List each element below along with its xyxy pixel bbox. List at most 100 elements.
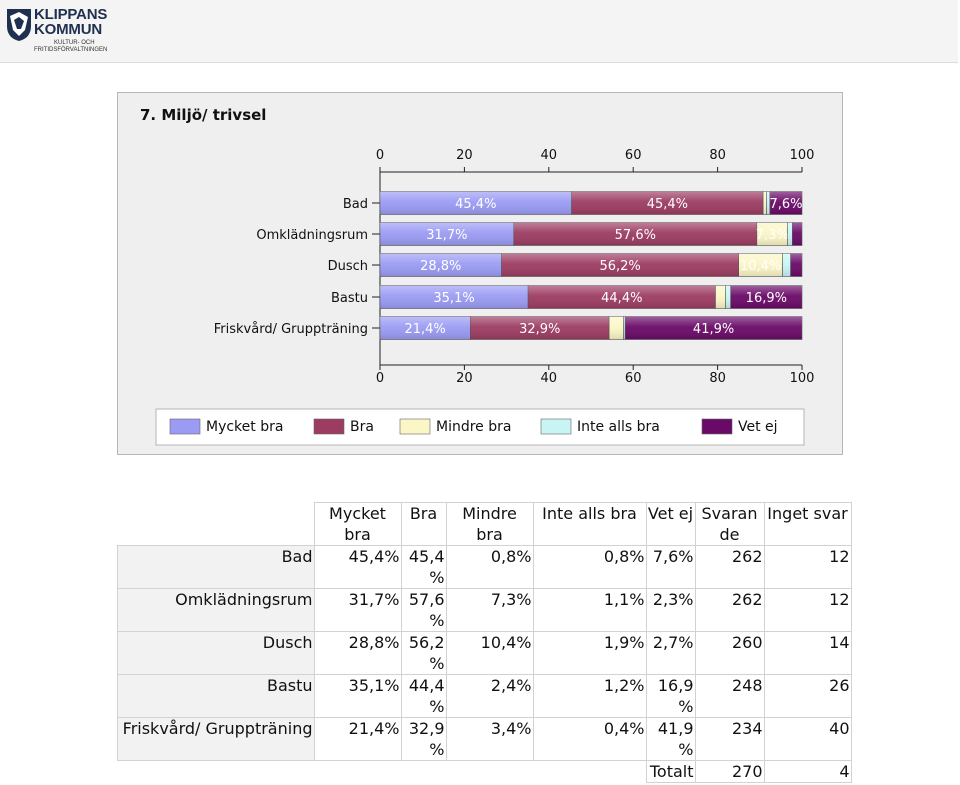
data-label: 32,9%	[519, 322, 560, 337]
page-header: KLIPPANS KOMMUN KULTUR- OCH FRITIDSFÖRVA…	[0, 0, 958, 63]
x-tick-label-top: 100	[790, 148, 815, 163]
data-label: 45,4%	[455, 197, 496, 212]
table-cell: 12	[763, 588, 852, 632]
logo-sub-line1: KULTUR- OCH	[54, 40, 95, 46]
table-cell: 262	[694, 588, 765, 632]
bar-segment-shine	[725, 285, 731, 309]
table-row: Bastu 35,1% 44,4 % 2,4% 1,2% 16,9 % 248 26	[117, 674, 852, 718]
bar-segment-shine	[501, 253, 739, 277]
legend-label: Mindre bra	[436, 419, 511, 435]
bar-segment-shine	[792, 222, 802, 246]
data-label: 57,6%	[615, 228, 656, 243]
table-cell: 14	[763, 631, 852, 675]
empty-cell	[401, 761, 446, 783]
table-cell: 1,1%	[532, 588, 647, 632]
x-tick-label-bottom: 40	[541, 371, 558, 386]
category-label: Bastu	[331, 291, 368, 306]
table-cell: 40	[763, 717, 852, 761]
data-label: 21,4%	[404, 322, 445, 337]
data-label: 7,3%	[756, 228, 789, 243]
legend-swatch	[399, 418, 431, 435]
data-label: 41,9%	[693, 322, 734, 337]
legend-swatch	[701, 418, 733, 435]
data-label: 45,4%	[647, 197, 688, 212]
coat-of-arms-icon	[7, 9, 31, 41]
row-label: Omklädningsrum	[117, 588, 315, 632]
table-row: Omklädningsrum 31,7% 57,6 % 7,3% 1,1% 2,3% 262…	[117, 588, 852, 632]
legend-swatch	[540, 418, 572, 435]
x-tick-label-bottom: 100	[790, 371, 815, 386]
x-tick-label-bottom: 80	[709, 371, 726, 386]
bar-segment-shine	[380, 253, 502, 277]
row-label: Bad	[117, 545, 315, 589]
column-header: Bra	[400, 502, 447, 546]
table-cell: 2,4%	[445, 674, 534, 718]
stacked-bar-chart: 7. Miljö/ trivsel 0 0 20 20 40 40 60 60 80 80 100 10…	[140, 106, 815, 446]
column-header: Mindre bra	[445, 502, 534, 546]
table-cell: 28,8%	[313, 631, 402, 675]
table-row: Bad 45,4% 45,4 % 0,8% 0,8% 7,6% 262 12	[117, 545, 852, 589]
row-label: Bastu	[117, 674, 315, 718]
category-label: Friskvård/ Gruppträning	[214, 322, 368, 337]
bar-segment-shine	[715, 285, 726, 309]
bar-segment-shine	[528, 285, 716, 309]
x-tick-label-top: 60	[625, 148, 642, 163]
table-cell: 45,4 %	[400, 545, 447, 589]
bar-segment-shine	[625, 316, 802, 340]
bar-segment-shine	[380, 222, 514, 246]
logo-name-line1: KLIPPANS	[34, 6, 108, 23]
row-label: Friskvård/ Gruppträning	[117, 717, 315, 761]
total-inget-svar: 4	[763, 760, 852, 783]
table-cell: 10,4%	[445, 631, 534, 675]
table-cell: 0,8%	[532, 545, 647, 589]
table-cell: 41,9 %	[645, 717, 696, 761]
column-header: Inte alls bra	[532, 502, 647, 546]
column-header: Vet ej	[645, 502, 696, 546]
data-label: 10,4%	[740, 259, 781, 274]
legend-label: Mycket bra	[206, 419, 283, 435]
table-row: Friskvård/ Gruppträning 21,4% 32,9 % 3,4% 0,…	[117, 717, 852, 761]
table-cell: 1,2%	[532, 674, 647, 718]
klippans-kommun-logo[interactable]: KLIPPANS KOMMUN KULTUR- OCH FRITIDSFÖRVA…	[6, 6, 108, 58]
x-tick-label-bottom: 20	[456, 371, 473, 386]
x-tick-label-bottom: 0	[376, 371, 384, 386]
table-cell: 2,7%	[645, 631, 696, 675]
chart-title: 7. Miljö/ trivsel	[140, 106, 266, 124]
table-row: Dusch 28,8% 56,2 % 10,4% 1,9% 2,7% 260 14	[117, 631, 852, 675]
bar-segment-shine	[730, 285, 802, 309]
bar-segment-shine	[623, 316, 626, 340]
table-cell: 260	[694, 631, 765, 675]
category-label: Omklädningsrum	[256, 228, 368, 243]
column-header: Svaran de	[694, 502, 765, 546]
table-cell: 21,4%	[313, 717, 402, 761]
bar-segment-shine	[470, 316, 610, 340]
table-cell: 3,4%	[445, 717, 534, 761]
legend-swatch	[313, 418, 345, 435]
x-tick-label-bottom: 60	[625, 371, 642, 386]
category-label: Bad	[343, 197, 368, 212]
bar-segment-shine	[738, 253, 783, 277]
column-header: Mycket bra	[313, 502, 402, 546]
table-cell: 7,6%	[645, 545, 696, 589]
bar-segment-shine	[766, 191, 770, 215]
table-cell: 16,9 %	[645, 674, 696, 718]
table-cell: 7,3%	[445, 588, 534, 632]
empty-cell	[446, 761, 533, 783]
bar-segment-shine	[609, 316, 624, 340]
data-label: 7,6%	[769, 197, 802, 212]
bar-segment-shine	[513, 222, 757, 246]
logo-sub-line2: FRITIDSFÖRVALTNINGEN	[34, 47, 108, 53]
legend-box	[155, 408, 805, 446]
bar-segment-shine	[782, 253, 791, 277]
category-label: Dusch	[328, 259, 368, 274]
x-tick-label-top: 40	[541, 148, 558, 163]
row-label: Dusch	[117, 631, 315, 675]
empty-cell	[533, 761, 646, 783]
data-label: 35,1%	[433, 291, 474, 306]
bar-segment-shine	[380, 285, 529, 309]
table-cell: 262	[694, 545, 765, 589]
table-header-row: Mycket bra Bra Mindre bra Inte alls bra …	[118, 502, 852, 546]
table-cell: 26	[763, 674, 852, 718]
x-tick-label-top: 0	[376, 148, 384, 163]
table-cell: 234	[694, 717, 765, 761]
